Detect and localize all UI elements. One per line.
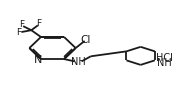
Text: NH: NH [157, 58, 172, 68]
Text: F: F [19, 20, 24, 29]
Text: NH: NH [71, 57, 86, 67]
Text: Cl: Cl [81, 35, 91, 45]
Text: F: F [16, 28, 21, 37]
Text: F: F [36, 19, 41, 28]
Text: N: N [33, 55, 42, 65]
Text: HCl: HCl [156, 53, 173, 63]
